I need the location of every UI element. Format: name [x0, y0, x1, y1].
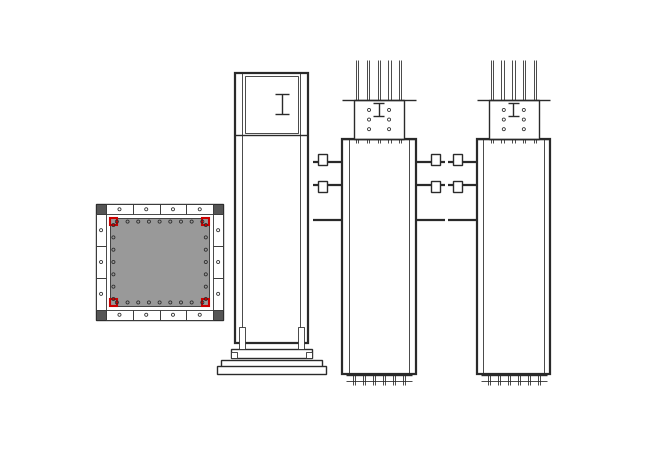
Bar [231, 352, 237, 358]
Bar [343, 139, 416, 374]
Bar [213, 310, 223, 320]
Bar [160, 204, 186, 214]
Bar [431, 154, 440, 165]
Bar [453, 154, 462, 165]
Bar [231, 349, 312, 358]
Bar [431, 181, 440, 192]
Bar [110, 218, 210, 306]
Bar [306, 352, 312, 358]
Bar [106, 204, 133, 214]
Bar [160, 310, 186, 320]
Bar [235, 74, 308, 343]
Bar [213, 246, 223, 278]
Bar [489, 100, 539, 139]
Bar [318, 181, 327, 192]
Bar [477, 139, 550, 374]
Bar [96, 246, 106, 278]
Bar [186, 310, 213, 320]
Bar [186, 204, 213, 214]
Bar [221, 360, 322, 368]
Bar [245, 76, 298, 133]
Bar [213, 214, 223, 246]
Bar [217, 366, 326, 374]
Bar [96, 278, 106, 310]
Bar [213, 278, 223, 310]
Bar [96, 310, 106, 320]
Bar [239, 327, 245, 349]
Bar [96, 204, 106, 214]
Bar [318, 154, 327, 165]
Bar [110, 218, 117, 225]
Bar [354, 100, 404, 139]
Bar [133, 310, 160, 320]
Bar [298, 327, 304, 349]
Bar [213, 204, 223, 214]
Bar [106, 310, 133, 320]
Bar [133, 204, 160, 214]
Bar [453, 181, 462, 192]
Bar [202, 299, 210, 306]
Bar [110, 299, 117, 306]
Bar [96, 204, 223, 320]
Bar [202, 218, 210, 225]
Bar [96, 214, 106, 246]
